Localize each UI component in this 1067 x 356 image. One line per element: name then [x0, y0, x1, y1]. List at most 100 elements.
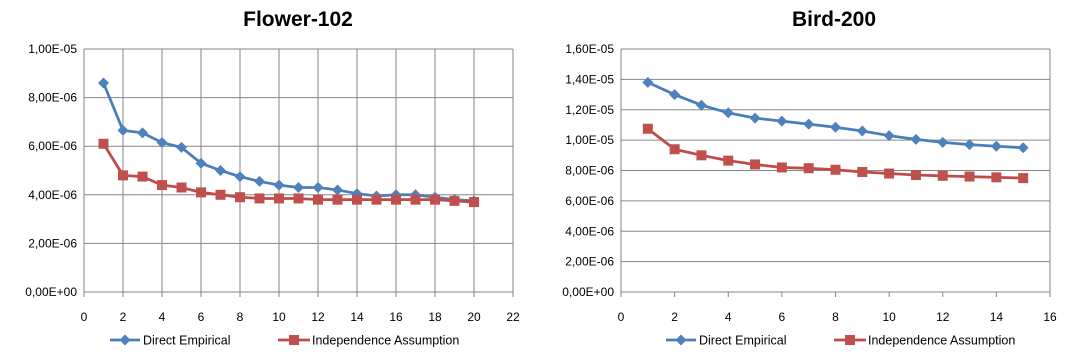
data-point — [749, 112, 761, 124]
x-tick-label: 6 — [779, 310, 786, 324]
legend-marker — [675, 334, 687, 346]
x-tick-label: 8 — [832, 310, 839, 324]
data-point — [156, 137, 168, 149]
data-point — [669, 89, 681, 101]
data-point — [254, 175, 265, 187]
y-tick-label: 2,00E-06 — [565, 255, 614, 269]
y-tick-label: 1,00E-05 — [565, 133, 614, 147]
data-point — [176, 141, 187, 153]
data-point — [750, 159, 761, 170]
x-tick-label: 2 — [120, 310, 127, 324]
x-tick-label: 16 — [1043, 310, 1057, 324]
x-tick-label: 12 — [936, 310, 950, 324]
legend-marker — [289, 335, 299, 345]
legend-label: Direct Empirical — [143, 334, 231, 348]
legend-label: Independence Assumption — [312, 334, 459, 348]
y-tick-label: 6,00E-06 — [28, 139, 77, 153]
x-tick-label: 4 — [725, 310, 732, 324]
x-tick-label: 10 — [272, 310, 286, 324]
data-point — [254, 193, 265, 204]
data-point — [642, 76, 654, 88]
data-point — [273, 179, 285, 191]
data-point — [449, 195, 460, 206]
y-tick-label: 4,00E-06 — [28, 188, 77, 202]
data-point — [857, 167, 868, 178]
y-tick-label: 8,00E-06 — [565, 164, 614, 178]
chart-title: Bird-200 — [792, 8, 876, 31]
chart-title: Flower-102 — [243, 8, 353, 31]
data-point — [830, 121, 841, 133]
data-point — [234, 171, 246, 183]
y-tick-label: 1,40E-05 — [565, 72, 614, 86]
data-point — [1017, 142, 1029, 154]
x-tick-label: 0 — [81, 310, 88, 324]
data-point — [371, 194, 382, 205]
data-point — [722, 107, 734, 119]
data-point — [937, 170, 948, 181]
data-point — [215, 189, 226, 200]
data-point — [235, 192, 245, 203]
data-point — [910, 170, 921, 181]
data-point — [391, 194, 401, 205]
data-point — [137, 171, 148, 182]
data-point — [469, 197, 479, 208]
x-tick-label: 10 — [882, 310, 896, 324]
legend-label: Independence Assumption — [868, 334, 1015, 348]
x-tick-label: 6 — [198, 310, 205, 324]
data-point — [883, 130, 895, 142]
data-point — [137, 127, 148, 139]
y-tick-label: 4,00E-06 — [565, 224, 614, 238]
y-tick-label: 1,20E-05 — [565, 103, 614, 117]
data-point — [830, 164, 841, 175]
data-point — [937, 136, 949, 148]
y-tick-label: 0,00E+00 — [562, 285, 614, 299]
x-tick-label: 14 — [990, 310, 1004, 324]
data-point — [293, 193, 304, 204]
data-point — [215, 165, 226, 176]
data-point — [964, 139, 976, 151]
x-tick-label: 22 — [506, 310, 520, 324]
y-tick-label: 1,00E-05 — [28, 42, 77, 56]
y-tick-label: 6,00E-06 — [565, 194, 614, 208]
data-point — [195, 157, 207, 169]
x-tick-label: 4 — [159, 310, 166, 324]
data-point — [803, 118, 815, 130]
x-tick-label: 12 — [311, 310, 325, 324]
y-tick-label: 0,00E+00 — [25, 285, 77, 299]
data-point — [98, 138, 109, 149]
series-line-1 — [647, 81, 1024, 150]
data-point — [196, 187, 206, 198]
data-point — [723, 155, 734, 166]
data-point — [430, 194, 440, 205]
data-point — [313, 194, 323, 205]
chart-panel-1: Flower-102 0,00E+00 2,00E-06 4,00E-06 6,00E-… — [25, 8, 520, 348]
y-tick-label: 1,60E-05 — [565, 42, 614, 56]
chart-panel-2: Bird-200 0,00E+00 2,00E-06 4,00E-06 6,00E-06… — [562, 8, 1057, 348]
data-point — [98, 77, 109, 89]
data-point — [964, 171, 975, 182]
legend-label: Direct Empirical — [699, 334, 787, 348]
legend-marker — [119, 334, 131, 346]
data-point — [642, 123, 653, 134]
data-point — [157, 180, 167, 191]
x-tick-label: 16 — [389, 310, 403, 324]
data-point — [1018, 173, 1029, 184]
data-point — [352, 194, 362, 205]
data-point — [991, 172, 1002, 183]
data-point — [669, 144, 680, 155]
data-point — [776, 162, 787, 173]
x-tick-label: 20 — [467, 310, 481, 324]
data-point — [312, 182, 324, 194]
data-point — [274, 193, 284, 204]
data-point — [696, 150, 707, 161]
data-point — [884, 168, 895, 179]
legend-marker — [845, 335, 855, 345]
x-tick-label: 18 — [428, 310, 442, 324]
data-point — [410, 194, 421, 205]
data-point — [293, 182, 304, 194]
data-point — [856, 125, 868, 137]
data-point — [776, 115, 788, 127]
data-point — [118, 170, 128, 181]
x-tick-label: 0 — [618, 310, 625, 324]
